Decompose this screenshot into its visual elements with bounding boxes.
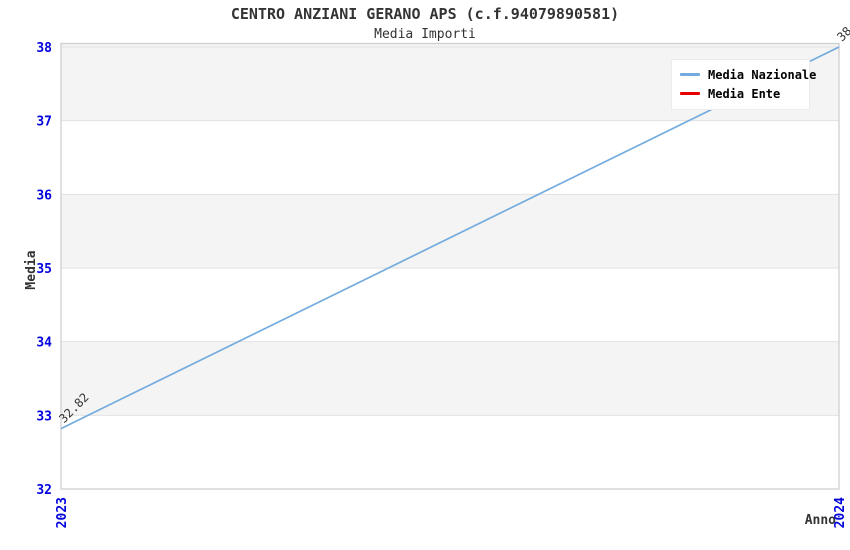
- legend-swatch: [680, 73, 700, 76]
- series-line-media-nazionale: [60, 46, 840, 430]
- y-tick-label: 33: [36, 409, 52, 424]
- legend-item-media-ente[interactable]: Media Ente: [680, 84, 801, 103]
- legend-label: Media Ente: [708, 86, 781, 101]
- plot-border: [60, 42, 840, 490]
- chart-title: CENTRO ANZIANI GERANO APS (c.f.940798905…: [230, 5, 620, 23]
- legend-item-media-nazionale[interactable]: Media Nazionale: [680, 65, 816, 84]
- y-axis-title: Media: [24, 250, 39, 290]
- plot-band: [61, 194, 839, 268]
- x-tick-label: 2023: [55, 497, 70, 528]
- legend-swatch: [680, 92, 700, 95]
- chart-subtitle: Media Importi: [374, 27, 476, 42]
- x-axis-title: Anno: [804, 513, 836, 528]
- plot-band: [61, 341, 839, 416]
- y-tick-label: 35: [36, 262, 52, 277]
- legend-label: Media Nazionale: [708, 67, 817, 82]
- legend: Media Nazionale Media Ente: [671, 59, 816, 110]
- y-tick-label: 37: [36, 115, 52, 130]
- point-label: 38.00: [834, 9, 850, 44]
- y-tick-label: 36: [36, 188, 52, 203]
- x-tick-label: 2024: [833, 497, 848, 528]
- y-tick-label: 38: [36, 41, 52, 56]
- y-tick-label: 32: [36, 483, 52, 498]
- y-tick-label: 34: [36, 336, 52, 351]
